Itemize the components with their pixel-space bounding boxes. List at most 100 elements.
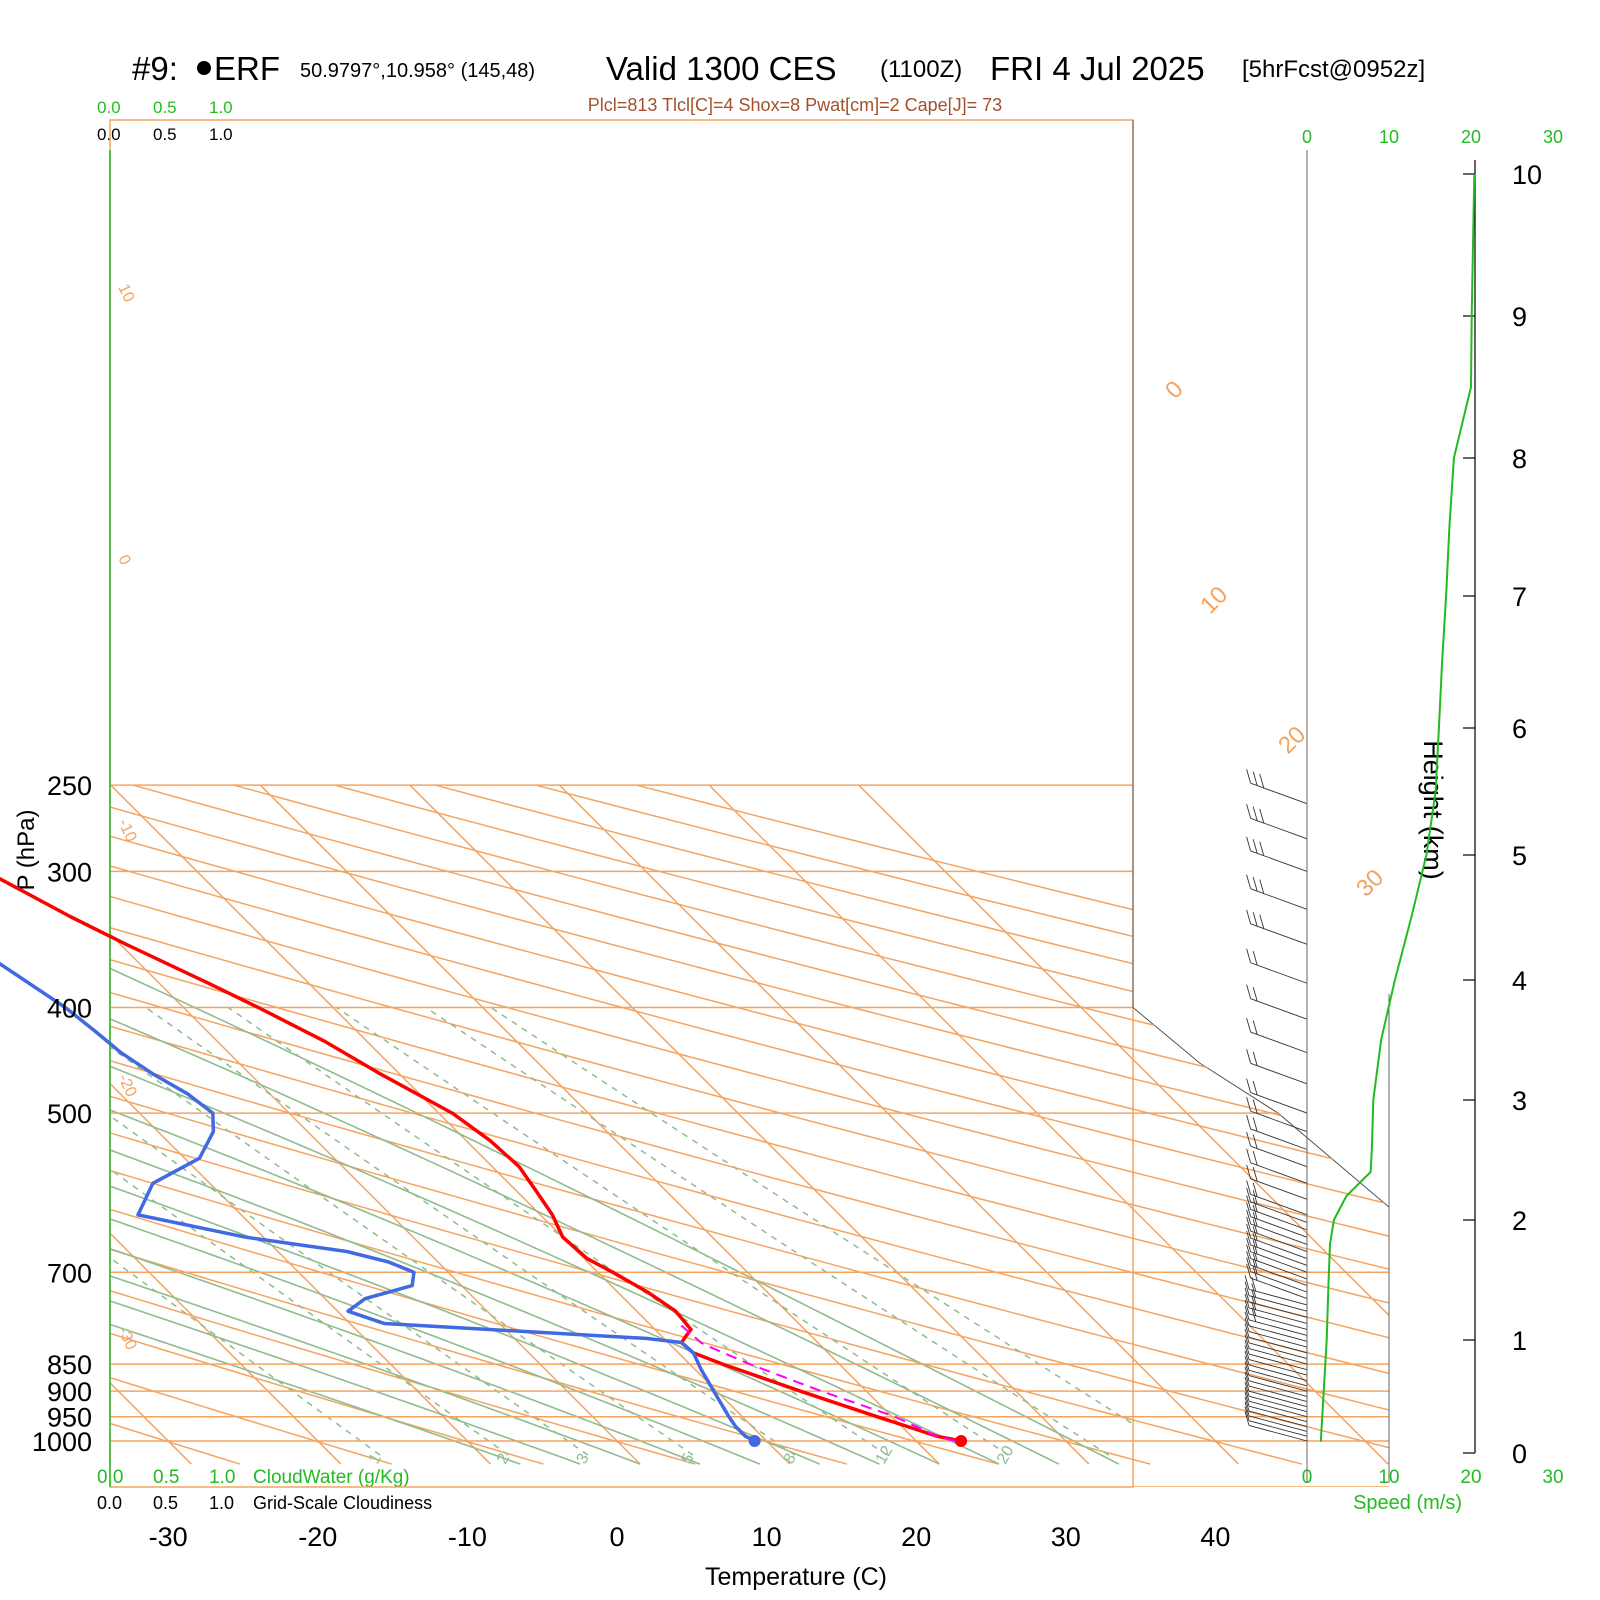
wind-barb-feather: [1246, 1017, 1252, 1033]
pressure-tick-label: 1000: [32, 1427, 92, 1457]
wind-barb-feather: [1244, 1356, 1250, 1371]
wind-barb-staff: [1250, 1031, 1308, 1054]
wind-barb-feather: [1244, 1401, 1250, 1417]
isotherm-label: 30: [1351, 864, 1389, 902]
wind-barb-feather: [1246, 1216, 1252, 1232]
moist-adiabat-line: [110, 1323, 521, 1465]
wind-barb-staff: [1250, 962, 1308, 984]
wind-barb-feather: [1252, 1080, 1258, 1096]
wind-barb-feather: [1244, 1396, 1250, 1412]
wind-barb-staff: [1248, 1295, 1308, 1312]
dry-adiabat-line: [233, 784, 1133, 1021]
wind-barb-feather: [1246, 1132, 1252, 1147]
cloudiness-scale-0-top: 0.0: [97, 125, 121, 144]
wind-barb-feather: [1244, 1311, 1250, 1326]
cloudwater-scale-1-top: 1.0: [209, 98, 233, 117]
dry-adiabat-ext-line: [1133, 784, 1303, 1465]
mixing-ratio-label: 1: [366, 1451, 385, 1467]
pressure-tick-label: 250: [47, 771, 92, 801]
wind-barb-staff: [1248, 1369, 1308, 1387]
wind-barb-feather: [1259, 879, 1265, 894]
dry-adiabat-label: -30: [114, 1325, 139, 1353]
temperature-surface-dot: [955, 1435, 968, 1447]
wind-barb-feather: [1252, 1204, 1258, 1220]
cloudiness-scale-1-top: 1.0: [209, 125, 233, 144]
wind-barb-feather: [1259, 914, 1265, 929]
wind-barb-feather: [1246, 1257, 1252, 1272]
height-tick-label: 5: [1512, 841, 1527, 871]
wind-barb-feather: [1244, 1392, 1250, 1407]
wind-barb-feather: [1259, 841, 1265, 856]
mixing-ratio-line: [336, 1006, 1009, 1456]
wind-barb-feather: [1252, 1226, 1258, 1241]
wind-barb-feather: [1246, 1148, 1252, 1163]
pressure-tick-label: 500: [47, 1099, 92, 1129]
mixing-ratio-line: [490, 1006, 1133, 1425]
wind-barb-staff: [1248, 1325, 1308, 1342]
wind-barb-staff: [1248, 1375, 1308, 1392]
wind-barb-staff: [1248, 1348, 1308, 1365]
wind-barb-feather: [1251, 1277, 1257, 1292]
height-tick-label: 9: [1512, 302, 1527, 332]
wind-barb-feather: [1246, 1195, 1252, 1210]
wind-barb-feather: [1244, 1317, 1250, 1332]
wind-barb-feather: [1244, 1305, 1250, 1321]
wind-barb-feather: [1246, 1237, 1252, 1252]
dry-adiabat-line: [110, 926, 1133, 1206]
header: #9: ERF 50.9797°,10.958° (145,48) Valid …: [132, 50, 1425, 115]
wind-barb-feather: [1246, 1049, 1252, 1064]
wind-barb-feather: [1252, 1190, 1258, 1205]
isotherm-line: [708, 784, 1133, 1211]
wind-barb-staff: [1250, 1216, 1308, 1238]
dry-adiabat-line: [110, 865, 1133, 1142]
temperature-tick-label: 30: [1051, 1522, 1081, 1552]
moist-adiabat-line: [110, 1017, 1060, 1465]
wind-barb-staff: [1248, 1425, 1308, 1442]
wind-barb-staff: [1250, 1208, 1308, 1231]
x-axis-title: Temperature (C): [705, 1563, 887, 1591]
wind-barb-feather: [1244, 1377, 1250, 1392]
wind-barb-feather: [1246, 1263, 1252, 1279]
dry-adiabat-ext-line: [1133, 784, 1389, 1465]
height-tick-label: 6: [1512, 714, 1527, 744]
wind-barb-feather: [1252, 1197, 1258, 1212]
wind-barb-staff: [1250, 817, 1308, 840]
wind-barb-staff: [1250, 1201, 1308, 1223]
wind-barb-staff: [1250, 1162, 1308, 1184]
wind-barb-staff: [1250, 1062, 1308, 1085]
wind-barb-feather: [1244, 1281, 1250, 1296]
dry-adiabat-ext-line: [1133, 784, 1389, 1465]
speed-tick-label-top: 30: [1543, 127, 1563, 147]
mixing-ratio-line: [110, 1114, 589, 1456]
speed-tick-label-bottom: 20: [1460, 1467, 1481, 1488]
dry-adiabat-line: [110, 835, 1133, 1110]
dry-adiabat-line: [110, 1289, 696, 1465]
dry-adiabat-ext-line: [1133, 784, 1389, 1465]
dry-adiabat-line: [110, 958, 1133, 1240]
wind-barb-staff: [1250, 1258, 1308, 1280]
wind-barb-staff: [1248, 1353, 1308, 1371]
mixing-ratio-line: [110, 1046, 694, 1456]
speed-panel: 0 0 10 10 20 20 30 30: [1302, 127, 1564, 1488]
pressure-tick-label: 900: [47, 1377, 92, 1407]
wind-barb-staff: [1248, 1420, 1308, 1437]
wind-barb-staff: [1248, 1390, 1308, 1408]
height-tick-label: 3: [1512, 1086, 1527, 1116]
cloudwater-scale-05-top: 0.5: [153, 98, 177, 117]
cloudwater-scale-05-bottom: 0.5: [153, 1467, 179, 1488]
wind-barb-feather: [1244, 1350, 1250, 1366]
wind-barb-feather: [1246, 984, 1252, 999]
station-name: ERF: [214, 50, 280, 87]
dry-adiabat-label: 10: [114, 282, 137, 305]
isotherm-line: [559, 784, 1133, 1360]
grid-clipped: [110, 784, 1133, 1465]
plot-frame: [109, 119, 1134, 1488]
forecast-info: [5hrFcst@0952z]: [1242, 56, 1425, 83]
wind-barb-staff: [1250, 1092, 1308, 1114]
wind-barb-feather: [1244, 1339, 1250, 1355]
wind-barb-feather: [1252, 1219, 1258, 1234]
height-tick-label: 7: [1512, 582, 1527, 612]
wind-barb-feather: [1246, 1250, 1252, 1266]
wind-barb-staff: [1250, 998, 1308, 1020]
